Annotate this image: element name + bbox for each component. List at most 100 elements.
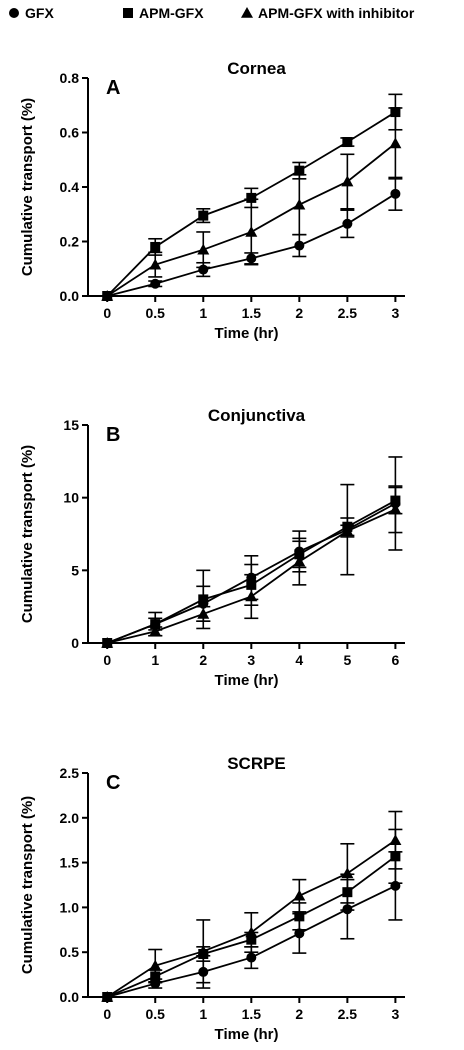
- legend-marker-triangle: [241, 7, 253, 18]
- data-point: [149, 258, 162, 270]
- data-point: [246, 952, 257, 963]
- data-point: [342, 218, 353, 229]
- data-point: [389, 834, 402, 845]
- panel-letter: A: [106, 77, 120, 99]
- x-tick-label: 2: [295, 305, 303, 321]
- chart-panels: 0.0 0.2 0.4 0.6 0.8 0 0.5 1 1.5 2 2.5 3 Time (hr) Cum…: [19, 59, 405, 1043]
- y-tick-label: 5: [71, 562, 79, 578]
- x-tick-label: 1.5: [242, 305, 262, 321]
- x-tick-label: 2.5: [338, 305, 358, 321]
- data-point: [197, 243, 210, 255]
- series-triangle: [101, 810, 403, 1002]
- panel-letter: C: [106, 772, 120, 794]
- x-tick-label: 1.5: [242, 1006, 262, 1022]
- y-tick-label: 10: [63, 490, 79, 506]
- chart-title: SCRPE: [227, 754, 286, 773]
- data-point: [293, 889, 306, 901]
- series-triangle: [101, 107, 403, 301]
- series-square: [102, 828, 403, 1002]
- x-tick-label: 0: [103, 1006, 111, 1022]
- data-point: [246, 192, 257, 203]
- legend-label: APM-GFX with inhibitor: [258, 5, 415, 21]
- y-tick-label: 0.2: [60, 234, 80, 250]
- series-circle: [102, 456, 403, 648]
- x-axis-label: Time (hr): [215, 325, 279, 342]
- y-axis-label: Cumulative transport (%): [19, 796, 36, 974]
- data-point: [150, 619, 161, 630]
- y-axis-label: Cumulative transport (%): [19, 445, 36, 623]
- data-point: [294, 928, 305, 939]
- chart-panel-B: 0 5 10 15 0 1 2 3 4 5 6 Time (hr) Cumulative transpo…: [19, 406, 405, 689]
- data-point: [341, 175, 354, 187]
- legend-marker-circle: [9, 8, 19, 18]
- data-point: [198, 210, 209, 221]
- legend-label: APM-GFX: [139, 5, 204, 21]
- x-tick-label: 0: [103, 305, 111, 321]
- x-axis-label: Time (hr): [215, 672, 279, 689]
- legend: GFX APM-GFX APM-GFX with inhibitor: [9, 5, 415, 21]
- x-tick-label: 1: [151, 652, 159, 668]
- data-point: [198, 594, 209, 605]
- y-tick-label: 1.5: [60, 855, 80, 871]
- y-tick-label: 1.0: [60, 899, 80, 915]
- data-point: [342, 137, 353, 148]
- data-point: [101, 991, 114, 1002]
- legend-label: GFX: [25, 5, 54, 21]
- data-point: [294, 911, 305, 922]
- y-tick-label: 0.8: [60, 70, 80, 86]
- x-tick-label: 3: [391, 305, 399, 321]
- x-tick-label: 1: [199, 305, 207, 321]
- legend-entry: APM-GFX with inhibitor: [241, 5, 415, 21]
- data-point: [293, 198, 306, 210]
- x-tick-label: 2: [295, 1006, 303, 1022]
- data-point: [245, 590, 258, 602]
- legend-entry: GFX: [9, 5, 54, 21]
- series-triangle: [101, 485, 403, 648]
- y-axis-label: Cumulative transport (%): [19, 98, 36, 276]
- x-tick-label: 0.5: [146, 1006, 166, 1022]
- data-point: [294, 240, 305, 251]
- data-point: [101, 290, 114, 301]
- chart-title: Conjunctiva: [208, 406, 306, 425]
- legend-marker-square: [123, 8, 133, 18]
- data-point: [341, 525, 354, 536]
- chart-panel-A: 0.0 0.2 0.4 0.6 0.8 0 0.5 1 1.5 2 2.5 3 Time (hr) Cum…: [19, 59, 405, 342]
- data-point: [150, 278, 161, 289]
- chart-panel-C: 0.0 0.5 1.0 1.5 2.0 2.5 0 0.5 1 1.5 2 2.5 3 Time (hr)…: [19, 754, 405, 1043]
- y-tick-label: 2.5: [60, 765, 80, 781]
- data-point: [293, 555, 306, 567]
- data-point: [150, 241, 161, 252]
- x-tick-label: 2: [199, 652, 207, 668]
- data-point: [389, 503, 402, 515]
- data-point: [294, 165, 305, 176]
- x-axis-label: Time (hr): [215, 1026, 279, 1043]
- x-tick-label: 6: [391, 652, 399, 668]
- x-tick-label: 5: [343, 652, 351, 668]
- y-tick-label: 0.6: [60, 125, 80, 141]
- panel-letter: B: [106, 424, 120, 446]
- data-point: [149, 625, 162, 637]
- x-tick-label: 0.5: [146, 305, 166, 321]
- data-point: [245, 225, 258, 237]
- x-tick-label: 3: [391, 1006, 399, 1022]
- data-point: [101, 637, 114, 648]
- data-point: [149, 959, 162, 971]
- y-tick-label: 0: [71, 635, 79, 651]
- data-point: [341, 867, 354, 879]
- legend-entry: APM-GFX: [123, 5, 204, 21]
- x-tick-label: 3: [247, 652, 255, 668]
- y-tick-label: 0.4: [60, 179, 80, 195]
- chart-title: Cornea: [227, 59, 286, 78]
- data-point: [197, 945, 210, 957]
- y-tick-label: 2.0: [60, 810, 80, 826]
- data-point: [390, 188, 401, 199]
- data-point: [389, 137, 402, 149]
- x-tick-label: 1: [199, 1006, 207, 1022]
- data-point: [245, 926, 258, 938]
- series-square: [102, 486, 403, 648]
- data-point: [197, 607, 210, 619]
- y-tick-label: 0.0: [60, 288, 80, 304]
- x-tick-label: 0: [103, 652, 111, 668]
- x-tick-label: 2.5: [338, 1006, 358, 1022]
- y-tick-label: 0.0: [60, 989, 80, 1005]
